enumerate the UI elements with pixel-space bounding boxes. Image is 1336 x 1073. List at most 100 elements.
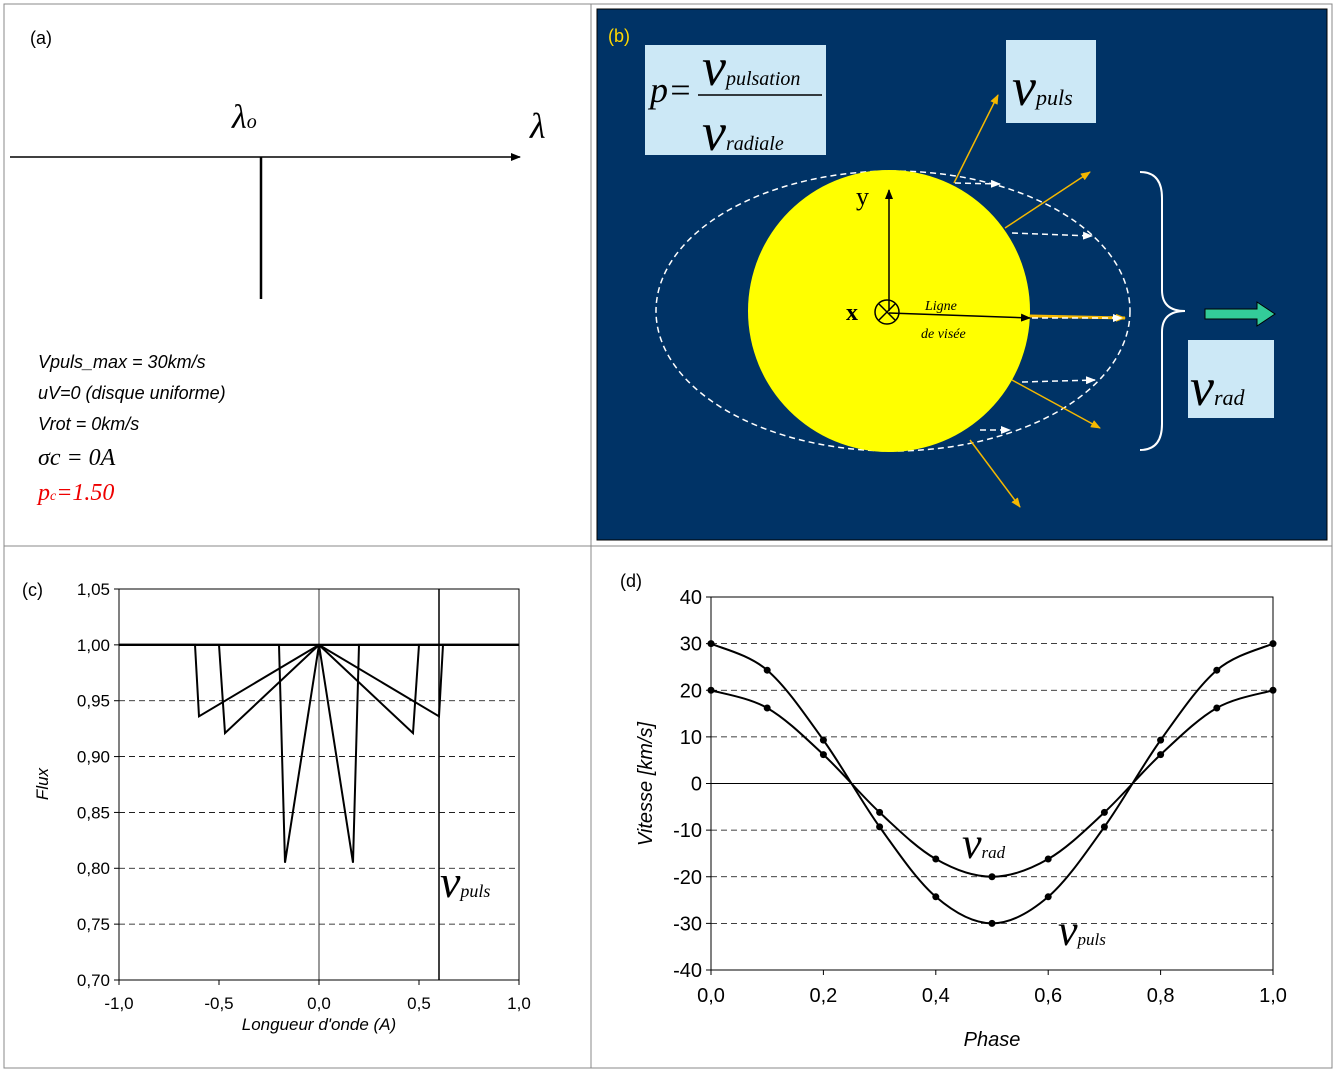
data-point [1044,893,1052,901]
y-tick-label: 1,05 [77,580,110,599]
x-tick-label: 0,6 [1034,985,1062,1007]
x-symbol [874,299,900,325]
y-axis-title: Flux [33,767,52,800]
vrad-box [1188,340,1274,418]
annotation-part: v [440,856,461,907]
x-cross [878,303,896,321]
x-tick-label: 0,8 [1147,985,1175,1007]
data-point [1157,736,1165,744]
vrad-label-part: rad [1214,385,1246,410]
panel-label: (d) [620,571,642,591]
annotation-part: puls [1077,930,1107,949]
data-point [988,873,996,881]
y-tick-label: 20 [680,680,702,702]
x-tick-label: 1,0 [1259,985,1287,1007]
x-axis-title: Longueur d'onde (A) [242,1015,396,1034]
pulsation-arrows [953,94,1126,508]
data-point [763,666,771,674]
x-axis-title: Phase [964,1029,1021,1051]
y-tick-label: 0,70 [77,971,110,990]
parameter: uV=0 (disque uniforme) [38,383,226,403]
y-tick-label: 30 [680,634,702,656]
formula-p: p= [647,70,692,110]
p-critical: pc=1.50 [36,480,114,506]
brace [1139,171,1186,451]
parameter: Vrot = 0km/s [38,414,139,434]
lambda: λ [529,106,546,146]
y-tick-label: 0 [691,774,702,796]
vrad-label: vrad [1190,357,1246,417]
y-axis-title: Vitesse [km/s] [635,722,657,847]
formula-denominator: vradiale [702,102,784,162]
data-point [707,640,715,648]
data-point [763,704,771,712]
data-point [988,919,996,927]
teal-arrow [1204,301,1276,327]
p-critical-part: p [36,480,50,506]
y-tick-label: -30 [673,913,702,935]
data-point [876,808,884,816]
data-point [876,823,884,831]
p-critical-part: c [50,489,57,504]
lambda0-part: o [247,111,257,133]
sight-arrow [888,312,1031,322]
frame [3,3,1333,1069]
panel-label: (b) [608,26,630,46]
formula-numerator-part: v [702,37,726,97]
y-tick-label: -40 [673,960,702,982]
parameter: Vpuls_max = 30km/s [38,352,206,372]
y-tick-label: 0,90 [77,748,110,767]
annotation-part: v [962,819,982,868]
y-tick-label: 0,80 [77,859,110,878]
y-tick-label: -20 [673,867,702,889]
radial-arrows [954,179,1123,434]
x-tick-label: 0,4 [922,985,950,1007]
x-tick-label: 0,0 [697,985,725,1007]
lambda0-part: λ [231,99,247,136]
p-critical-part: =1.50 [56,480,114,506]
x-tick-label: 1,0 [507,994,531,1013]
vpuls-box [1006,40,1096,123]
y-tick-label: 40 [680,587,702,609]
panel-label: (a) [30,28,52,48]
data-point [1044,855,1052,863]
annotation: vrad [962,819,1006,868]
data-point [1269,640,1277,648]
x-tick-label: 0,5 [407,994,431,1013]
y-tick-label: -10 [673,820,702,842]
annotation: vpuls [1058,906,1106,955]
y-tick-label: 0,75 [77,915,110,934]
data-point [707,686,715,694]
y-tick-label: 0,95 [77,692,110,711]
annotation-part: puls [458,881,490,901]
data-point [1157,751,1165,759]
panel-label: (c) [22,580,43,600]
y-tick-label: 10 [680,727,702,749]
formula-numerator-part: pulsation [724,68,800,90]
y-tick-label: 0,85 [77,803,110,822]
formula-denominator-part: v [702,102,726,162]
y-tick-label: 1,00 [77,636,110,655]
annotation-part: rad [982,843,1006,862]
series-line [119,643,519,863]
annotation: vpuls [440,856,490,907]
vpuls-label: vpuls [1012,57,1073,117]
data-point [1100,823,1108,831]
x-tick-label: 0,0 [307,994,331,1013]
annotation-part: v [1058,906,1078,955]
x-axis-label: x [846,300,858,326]
x-tick-label: 0,2 [809,985,837,1007]
data-point [1213,704,1221,712]
data-point [932,893,940,901]
sight-label: Ligne [924,299,957,314]
x-tick-label: -1,0 [104,994,133,1013]
data-point [1100,808,1108,816]
vpuls-label-part: puls [1034,85,1073,110]
data-point [819,751,827,759]
data-point [1213,666,1221,674]
y-axis-label: y [856,182,869,211]
data-point [932,855,940,863]
formula-box [645,45,826,155]
sight-label: de visée [921,327,966,342]
